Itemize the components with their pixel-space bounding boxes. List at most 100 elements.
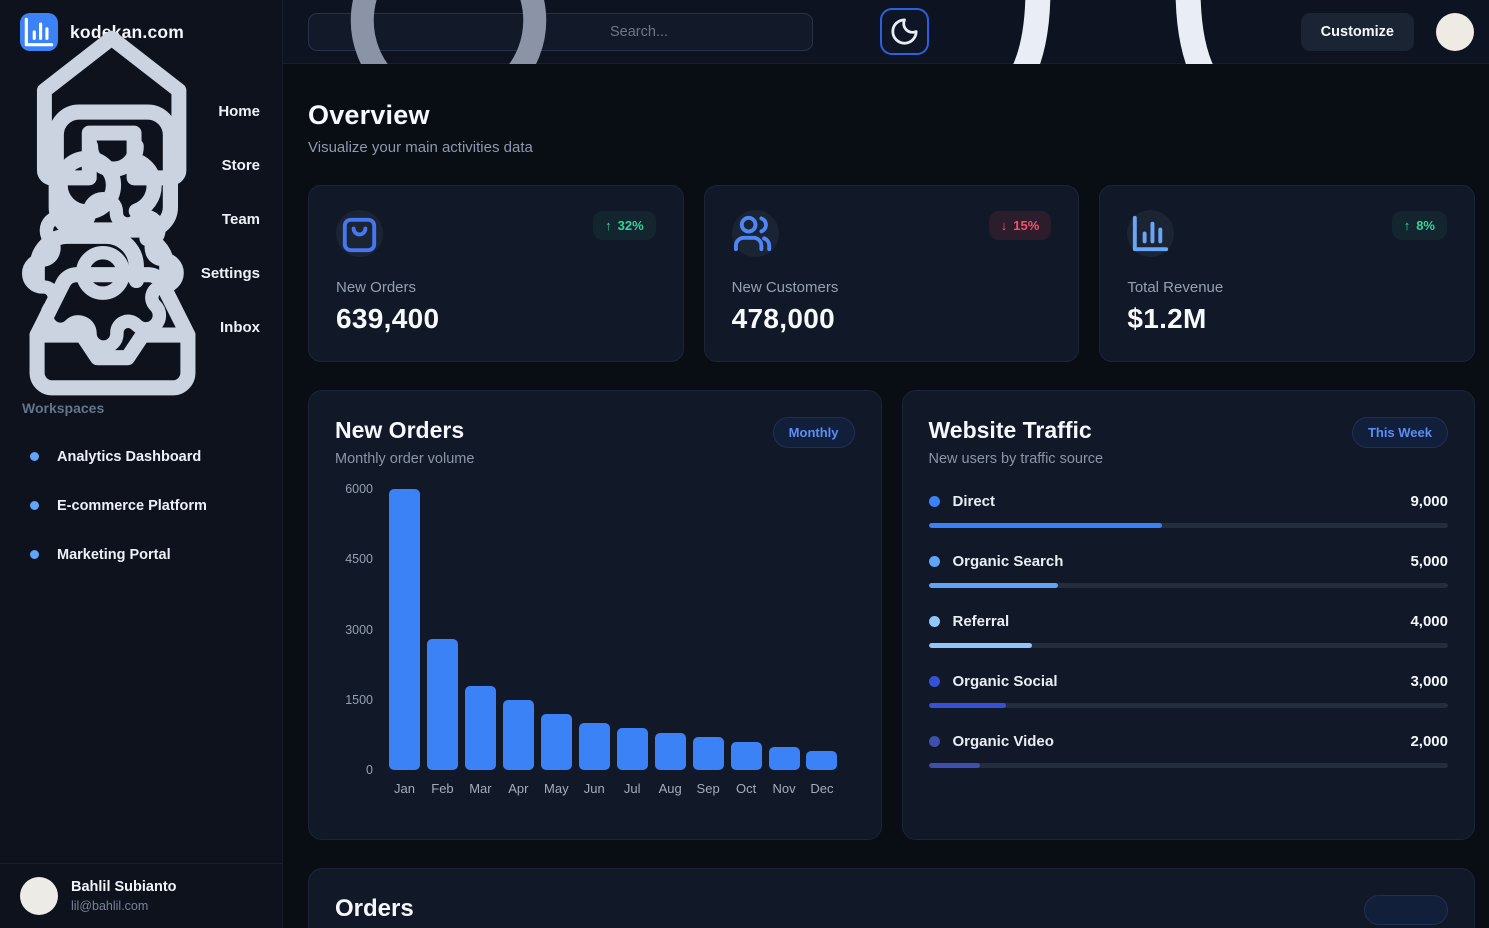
x-tick-label: Apr <box>508 781 529 796</box>
customize-button[interactable]: Customize <box>1300 12 1414 51</box>
x-tick-label: Jun <box>583 781 605 796</box>
x-tick-label: Jul <box>623 781 641 796</box>
workspace-dot-icon <box>30 550 39 559</box>
user-card[interactable]: Bahlil Subianto lil@bahlil.com <box>0 863 282 928</box>
search-input[interactable] <box>608 22 799 41</box>
x-tick-label: Dec <box>810 781 834 796</box>
orders-period-badge[interactable] <box>1364 895 1448 925</box>
traffic-row-header: Direct 9,000 <box>928 493 1448 510</box>
stat-label: Total Revenue <box>1127 279 1224 296</box>
traffic-progress-track <box>928 643 1448 648</box>
traffic-row-referral: Referral 4,000 <box>928 613 1448 648</box>
sidebar-item-label: Inbox <box>220 318 260 336</box>
traffic-progress-track <box>928 763 1448 768</box>
new-orders-panel: New Orders Monthly order volume Monthly … <box>308 390 882 840</box>
this-week-badge[interactable]: This Week <box>1351 417 1448 448</box>
traffic-row-organic-search: Organic Search 5,000 <box>928 553 1448 588</box>
chart-x-axis: Jan Feb Mar Apr May Jun Jul Aug Sep Oct Nov Dec <box>389 781 855 796</box>
stat-delta-value: 15% <box>1013 218 1040 233</box>
sidebar-item-label: Store <box>221 156 260 174</box>
sidebar-item-label: Home <box>218 102 260 120</box>
website-traffic-header: Website Traffic New users by traffic sou… <box>929 417 1448 467</box>
brand[interactable]: kodekan.com <box>0 0 282 64</box>
monthly-badge[interactable]: Monthly <box>772 417 855 448</box>
bar-aug <box>654 732 686 770</box>
stat-delta-value: 8% <box>1416 218 1435 233</box>
page-subtitle: Visualize your main activities data <box>308 139 533 156</box>
traffic-progress-track <box>928 523 1448 528</box>
x-tick-label: May <box>544 781 569 796</box>
sidebar: kodekan.com Home Store Team Settings Inbox W… <box>0 0 283 928</box>
traffic-source-label: Referral <box>952 613 1010 630</box>
x-tick-label: Mar <box>469 781 492 796</box>
inbox-icon <box>22 237 203 418</box>
arrow-up-icon: ↑ <box>605 218 612 233</box>
bar-chart: 0 1500 3000 4500 6000 Jan Feb Mar Apr May Jun Jul A… <box>335 482 855 796</box>
orders-section: Orders <box>308 868 1475 928</box>
workspace-item-analytics-dashboard[interactable]: Analytics Dashboard <box>0 432 282 481</box>
topbar-avatar[interactable] <box>1436 12 1474 51</box>
bar-dec <box>806 751 838 770</box>
x-tick-label: Jan <box>394 781 415 796</box>
stat-card-new-customers: ↓ 15% New Customers 478,000 <box>703 185 1080 362</box>
website-traffic-panel: Website Traffic New users by traffic sou… <box>901 390 1475 840</box>
workspace-item-marketing-portal[interactable]: Marketing Portal <box>0 530 282 579</box>
traffic-row-header: Organic Video 2,000 <box>928 733 1448 750</box>
workspace-dot-icon <box>30 501 39 510</box>
main-area: Customize Overview Visualize your main a… <box>283 0 1489 928</box>
traffic-row-direct: Direct 9,000 <box>928 493 1448 528</box>
traffic-progress-track <box>928 583 1448 588</box>
bar-jul <box>616 727 648 770</box>
traffic-row-header: Organic Search 5,000 <box>928 553 1448 570</box>
traffic-progress-track <box>928 703 1448 708</box>
shopping-bag-icon <box>336 210 383 257</box>
traffic-source-value: 3,000 <box>1410 673 1448 690</box>
workspace-dot-icon <box>30 452 39 461</box>
traffic-rows: Direct 9,000 Organic Search 5,000 Referral 4,… <box>928 493 1448 768</box>
chart-y-axis: 0 1500 3000 4500 6000 <box>335 482 373 777</box>
traffic-dot-icon <box>928 496 940 507</box>
bar-chart-icon <box>1127 210 1175 257</box>
stats-row: ↑ 32% New Orders 639,400 ↓ 15% New Customers 47… <box>308 185 1475 362</box>
bar-apr <box>502 699 534 770</box>
user-info: Bahlil Subianto lil@bahlil.com <box>71 879 177 913</box>
new-orders-subtitle: Monthly order volume <box>335 451 475 467</box>
traffic-row-organic-social: Organic Social 3,000 <box>928 673 1448 708</box>
stat-label: New Orders <box>336 279 417 296</box>
website-traffic-titles: Website Traffic New users by traffic sou… <box>929 417 1104 467</box>
theme-toggle-button[interactable] <box>879 8 929 55</box>
bar-feb <box>426 638 458 770</box>
sidebar-item-inbox[interactable]: Inbox <box>0 266 282 395</box>
y-tick-label: 6000 <box>345 482 373 496</box>
workspace-list: Analytics Dashboard E-commerce Platform Ma… <box>0 432 282 579</box>
users-icon <box>731 210 779 257</box>
orders-title: Orders <box>335 895 414 922</box>
user-email: lil@bahlil.com <box>71 899 149 914</box>
bar-jan <box>389 489 420 770</box>
website-traffic-title: Website Traffic <box>928 417 1092 443</box>
x-tick-label: Feb <box>431 781 454 796</box>
stat-value: $1.2M <box>1127 303 1207 334</box>
x-tick-label: Sep <box>696 781 720 796</box>
traffic-dot-icon <box>928 736 940 747</box>
bar-jun <box>578 723 610 770</box>
user-avatar <box>20 877 58 915</box>
workspace-item-label: E-commerce Platform <box>57 497 207 514</box>
new-orders-panel-header: New Orders Monthly order volume Monthly <box>335 417 855 467</box>
traffic-source-value: 5,000 <box>1410 553 1448 570</box>
stat-delta-value: 32% <box>617 218 644 233</box>
sidebar-item-label: Team <box>221 210 260 228</box>
traffic-source-value: 9,000 <box>1410 493 1448 510</box>
workspaces-label: Workspaces <box>22 400 105 416</box>
stat-delta-badge: ↑ 32% <box>593 211 656 240</box>
page-content: Overview Visualize your main activities … <box>283 64 1489 928</box>
arrow-down-icon: ↓ <box>1000 218 1008 233</box>
workspace-item-e-commerce-platform[interactable]: E-commerce Platform <box>0 481 282 530</box>
x-tick-label: Aug <box>658 781 682 796</box>
sidebar-item-label: Settings <box>200 264 260 282</box>
x-tick-label: Nov <box>772 781 796 796</box>
sidebar-nav: Home Store Team Settings Inbox <box>0 31 282 395</box>
stat-delta-badge: ↑ 8% <box>1391 211 1447 240</box>
bar-mar <box>464 685 496 770</box>
stat-label: New Customers <box>731 279 839 296</box>
